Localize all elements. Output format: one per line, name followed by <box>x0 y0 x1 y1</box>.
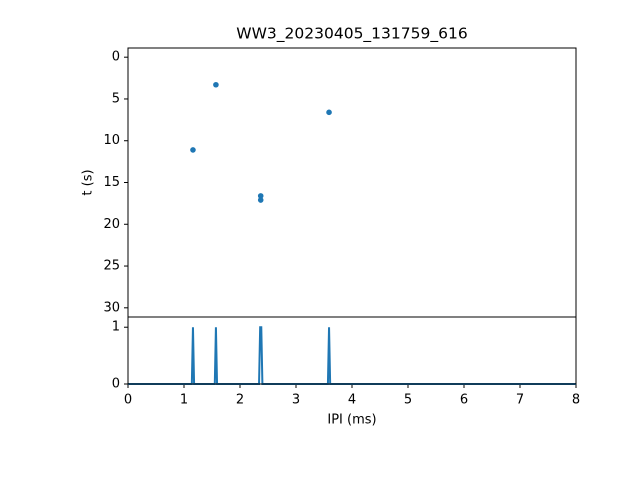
x-tick-label: 0 <box>124 393 132 408</box>
point <box>257 197 264 203</box>
y-tick-label: 30 <box>103 300 120 315</box>
y-tick-label: 20 <box>103 217 120 232</box>
y-tick-label: 1 <box>112 320 120 335</box>
point <box>213 81 219 88</box>
y-axis-label: t (s) <box>81 169 96 195</box>
y-tick-label: 5 <box>112 91 120 106</box>
point <box>190 147 196 153</box>
y-tick-label: 10 <box>103 133 120 148</box>
x-tick-label: 7 <box>516 393 524 408</box>
x-axis-label: IPI (ms) <box>327 413 376 428</box>
x-tick-label: 2 <box>236 393 244 408</box>
y-tick-label: 0 <box>112 50 120 65</box>
x-tick-label: 1 <box>180 393 188 408</box>
x-tick-label: 4 <box>348 393 356 408</box>
x-tick-label: 5 <box>404 393 412 408</box>
point <box>257 193 264 199</box>
point <box>326 109 332 116</box>
y-tick-label: 15 <box>103 175 120 190</box>
x-tick-label: 3 <box>292 393 300 408</box>
y-tick-label: 25 <box>103 259 120 274</box>
y-tick-label: 0 <box>112 377 120 392</box>
axes-frame <box>127 316 577 385</box>
x-tick-label: 6 <box>460 393 468 408</box>
x-tick-label: 8 <box>572 393 580 408</box>
chart-title: WW3_20230405_131759_616 <box>236 25 467 44</box>
